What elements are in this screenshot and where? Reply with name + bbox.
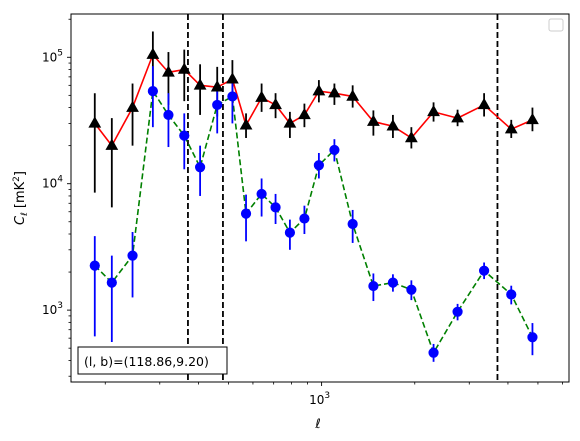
series-2-marker (329, 144, 340, 156)
series-1-marker (346, 89, 360, 101)
series-1-marker (126, 100, 139, 112)
series-2-marker (270, 202, 281, 213)
series-1-marker (312, 84, 326, 96)
series-2-marker (195, 162, 206, 173)
series-2-marker (212, 99, 223, 111)
y-axis-unit: [mK (13, 181, 28, 208)
series-1-marker (366, 114, 380, 126)
y-tick-label: 103 (42, 301, 63, 317)
plot-frame (70, 13, 570, 383)
coordinates-annotation: (l, b)=(118.86,9.20) (77, 346, 228, 375)
annotation-text: (l, b)=(118.86,9.20) (84, 354, 209, 369)
series-2-marker (506, 289, 517, 300)
x-tick-label: 103 (309, 391, 330, 407)
series-2-marker (89, 260, 100, 271)
series-2-marker (127, 250, 138, 261)
series-1-marker (255, 90, 268, 102)
series-2-marker (163, 109, 174, 121)
series-1-marker (283, 116, 297, 128)
y-tick-exponent: 3 (57, 301, 63, 311)
y-axis-subscript: ℓ (20, 212, 30, 217)
x-tick-exponent: 3 (324, 391, 330, 401)
y-tick-base: 10 (42, 177, 57, 191)
series-2-marker (368, 280, 379, 292)
series-2-marker (227, 91, 238, 102)
y-tick-base: 10 (42, 303, 57, 317)
series-2-marker (147, 86, 158, 97)
series-1-marker (477, 97, 491, 110)
y-axis-label: Cℓ [mK2] (12, 171, 30, 225)
series-2-marker (347, 218, 358, 230)
series-1-marker (404, 130, 418, 143)
series-1-marker (239, 118, 253, 130)
series-2-marker (284, 227, 296, 238)
y-axis-symbol: C (13, 215, 28, 225)
annotation-box (77, 346, 228, 375)
series-2-marker (406, 284, 417, 295)
series-2-marker (106, 277, 117, 288)
y-tick-base: 10 (42, 50, 57, 64)
series-1-marker (328, 86, 341, 98)
y-axis-unit-close: ] (13, 171, 28, 176)
series-1-marker (386, 119, 400, 131)
series-2-marker (479, 265, 490, 276)
x-tick-base: 10 (309, 393, 324, 407)
series-1-marker (88, 116, 102, 128)
series-1-marker (451, 111, 464, 123)
series-2-marker (387, 277, 399, 288)
series-2-marker (313, 160, 324, 171)
series-2-marker (179, 130, 190, 141)
series-2-marker (527, 332, 538, 343)
y-tick-label: 105 (42, 48, 63, 64)
series-2-marker (428, 347, 439, 358)
vertical-reference-lines (187, 14, 499, 382)
y-tick-exponent: 4 (57, 175, 63, 185)
y-tick-label: 104 (42, 175, 63, 191)
series-2-marker (299, 213, 310, 224)
series-1-marker (146, 47, 160, 59)
series-1-marker (504, 122, 518, 134)
series-2-marker (256, 188, 267, 200)
series-1-marker (226, 72, 239, 84)
x-axis-label: ℓ (314, 417, 320, 432)
series-1-marker (427, 104, 440, 117)
y-axis-unit-exponent: 2 (12, 176, 22, 182)
data-markers (88, 47, 539, 358)
series-1-marker (210, 80, 224, 92)
series-2-marker (452, 306, 463, 317)
series-1-marker (105, 138, 119, 150)
series-2-marker (240, 208, 252, 219)
series-1-marker (526, 112, 539, 125)
series-1-marker (298, 107, 311, 120)
series-1-marker (269, 97, 282, 110)
series-1-marker (193, 78, 207, 90)
series-1-marker (162, 65, 175, 77)
legend-box (548, 18, 564, 32)
y-tick-exponent: 5 (57, 48, 63, 58)
series-1-marker (177, 62, 191, 74)
